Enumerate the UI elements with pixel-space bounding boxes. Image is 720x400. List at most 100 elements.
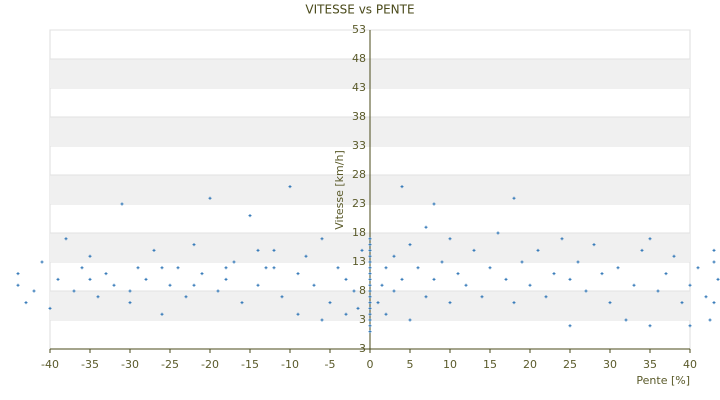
data-point — [272, 266, 276, 270]
data-point — [480, 295, 484, 299]
data-point — [512, 301, 516, 305]
y-tick-label: 33 — [352, 139, 366, 152]
data-point — [160, 266, 164, 270]
data-point — [272, 248, 276, 252]
data-point — [568, 277, 572, 281]
y-tick-label: 8 — [359, 284, 366, 297]
data-point — [256, 248, 260, 252]
data-point — [48, 306, 52, 310]
data-point — [296, 272, 300, 276]
data-point — [336, 266, 340, 270]
data-point — [520, 260, 524, 264]
data-point — [152, 248, 156, 252]
data-point — [712, 260, 716, 264]
data-point — [368, 254, 372, 258]
data-point — [168, 283, 172, 287]
data-point — [488, 266, 492, 270]
x-axis-label: Pente [%] — [636, 374, 690, 387]
data-point — [680, 301, 684, 305]
data-point — [288, 185, 292, 189]
data-point — [368, 272, 372, 276]
data-point — [56, 277, 60, 281]
data-point — [160, 312, 164, 316]
data-point — [656, 289, 660, 293]
x-tick-label: 35 — [643, 358, 657, 371]
data-point — [344, 312, 348, 316]
data-point — [264, 266, 268, 270]
data-point — [80, 266, 84, 270]
data-point — [512, 196, 516, 200]
data-point — [368, 306, 372, 310]
data-point — [584, 289, 588, 293]
data-point — [88, 277, 92, 281]
data-point — [248, 214, 252, 218]
data-point — [536, 248, 540, 252]
data-point — [368, 266, 372, 270]
data-point — [632, 283, 636, 287]
data-point — [384, 266, 388, 270]
x-tick-label: 0 — [367, 358, 374, 371]
data-point — [40, 260, 44, 264]
y-tick-label: 43 — [352, 81, 366, 94]
data-point — [192, 283, 196, 287]
data-point — [368, 330, 372, 334]
x-tick-label: -25 — [161, 358, 179, 371]
data-point — [380, 283, 384, 287]
x-tick-label: 25 — [563, 358, 577, 371]
y-tick-label: 3 — [359, 313, 366, 326]
data-point — [184, 295, 188, 299]
data-point — [448, 237, 452, 241]
data-point — [240, 301, 244, 305]
data-point — [128, 289, 132, 293]
data-point — [456, 272, 460, 276]
data-point — [576, 260, 580, 264]
x-tick-label: -15 — [241, 358, 259, 371]
data-point — [608, 301, 612, 305]
data-point — [560, 237, 564, 241]
data-point — [368, 237, 372, 241]
data-point — [496, 231, 500, 235]
data-point — [176, 266, 180, 270]
data-point — [144, 277, 148, 281]
data-point — [384, 312, 388, 316]
data-point — [360, 248, 364, 252]
data-point — [708, 318, 712, 322]
data-point — [716, 277, 720, 281]
data-point — [112, 283, 116, 287]
data-point — [640, 248, 644, 252]
data-point — [400, 185, 404, 189]
data-point — [24, 301, 28, 305]
data-point — [224, 277, 228, 281]
data-point — [128, 301, 132, 305]
data-point — [368, 260, 372, 264]
data-point — [368, 295, 372, 299]
data-point — [376, 301, 380, 305]
x-tick-label: 20 — [523, 358, 537, 371]
data-point — [256, 283, 260, 287]
data-point — [320, 237, 324, 241]
data-point — [368, 324, 372, 328]
data-point — [224, 266, 228, 270]
data-point — [688, 324, 692, 328]
data-point — [232, 260, 236, 264]
data-point — [320, 318, 324, 322]
data-point — [104, 272, 108, 276]
data-point — [400, 277, 404, 281]
y-tick-label: 48 — [352, 52, 366, 65]
data-point — [368, 283, 372, 287]
y-tick-label: 13 — [352, 255, 366, 268]
y-tick-label: 18 — [352, 226, 366, 239]
data-point — [592, 243, 596, 247]
data-point — [648, 324, 652, 328]
data-point — [616, 266, 620, 270]
x-tick-label: -40 — [41, 358, 59, 371]
data-point — [72, 289, 76, 293]
data-point — [368, 243, 372, 247]
data-point — [328, 301, 332, 305]
data-point — [96, 295, 100, 299]
data-point — [552, 272, 556, 276]
data-point — [16, 283, 20, 287]
data-point — [368, 248, 372, 252]
data-point — [392, 254, 396, 258]
data-point — [280, 295, 284, 299]
